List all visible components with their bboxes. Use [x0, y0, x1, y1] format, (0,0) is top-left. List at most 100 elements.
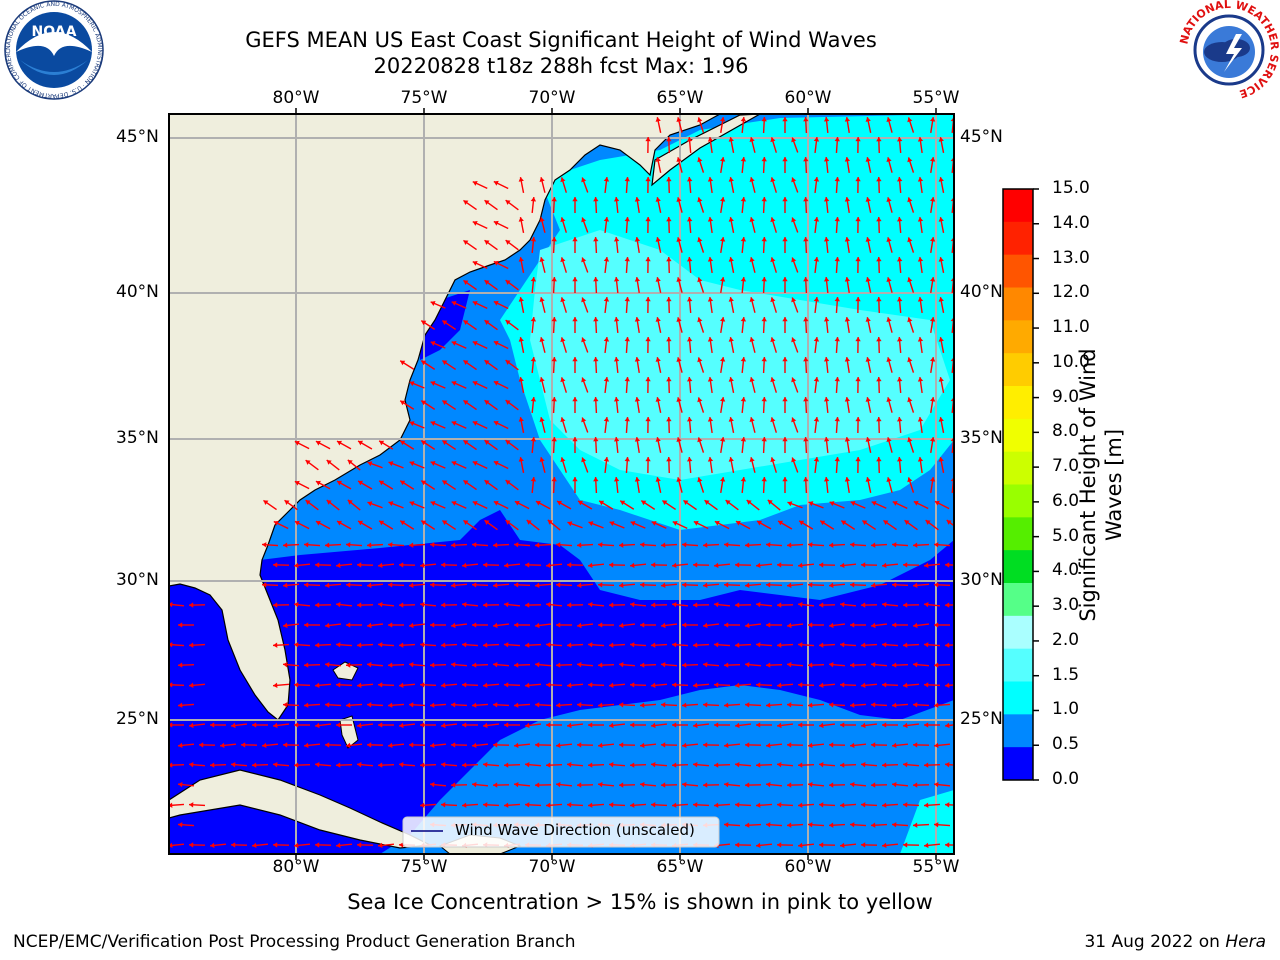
- wave-arrow-head: [609, 521, 615, 527]
- wave-arrow-head: [882, 682, 887, 688]
- wave-arrow-head: [865, 477, 871, 482]
- wave-arrow-head: [917, 217, 924, 222]
- wave-arrow-head: [829, 822, 834, 828]
- wave-arrow-head: [945, 602, 950, 608]
- wave-arrow-head: [645, 137, 651, 142]
- wave-arrow-head: [770, 177, 776, 183]
- wave-arrow-head: [897, 377, 903, 382]
- wave-arrow-head: [756, 682, 761, 688]
- wave-arrow-head: [388, 622, 393, 628]
- wave-arrow-head: [399, 842, 404, 848]
- wave-arrow-head: [798, 682, 803, 688]
- wave-arrow-head: [913, 500, 919, 506]
- wave-arrow-head: [504, 762, 509, 768]
- wave-arrow-head: [749, 137, 755, 142]
- wave-arrow-head: [472, 220, 478, 226]
- wave-arrow-head: [346, 702, 351, 708]
- wave-arrow-head: [577, 622, 582, 629]
- wave-arrow-head: [283, 742, 288, 748]
- wave-arrow-head: [693, 682, 698, 688]
- wave-arrow-head: [357, 762, 362, 768]
- wave-arrow-head: [409, 421, 415, 427]
- wave-arrow-head: [913, 742, 918, 748]
- wave-arrow-head: [178, 781, 183, 788]
- wave-arrow-head: [640, 622, 645, 628]
- wave-arrow-head: [630, 762, 635, 768]
- wave-arrow-head: [917, 457, 924, 462]
- wave-arrow-head: [273, 642, 278, 648]
- wave-arrow-head: [358, 440, 364, 446]
- wave-arrow-head: [640, 542, 645, 548]
- colorbar-swatch: [1003, 648, 1033, 682]
- wave-arrow-head: [430, 622, 435, 628]
- wave-arrow-head: [897, 137, 903, 142]
- wave-arrow-head: [619, 622, 624, 629]
- wave-arrow-head: [724, 702, 729, 708]
- wave-arrow-head: [599, 500, 605, 506]
- wave-arrow-head: [946, 520, 952, 525]
- wave-arrow-head: [514, 702, 519, 708]
- wave-arrow-head: [756, 642, 761, 648]
- wave-arrow-head: [791, 137, 797, 143]
- wave-arrow-head: [189, 602, 194, 608]
- wave-arrow-head: [749, 457, 755, 462]
- wave-arrow-head: [808, 781, 813, 788]
- wave-arrow-head: [483, 722, 488, 729]
- wave-arrow-head: [871, 822, 876, 828]
- wave-arrow-head: [861, 802, 866, 808]
- wave-arrow-head: [855, 457, 861, 462]
- wave-arrow-head: [451, 742, 456, 748]
- wave-arrow-head: [651, 682, 656, 688]
- wave-arrow-head: [945, 682, 950, 688]
- wave-arrow-head: [959, 377, 964, 382]
- wave-arrow-head: [714, 601, 719, 608]
- wave-arrow-head: [581, 337, 587, 343]
- wave-arrow-head: [484, 400, 490, 405]
- wave-arrow-head: [283, 622, 288, 629]
- wave-arrow-head: [634, 477, 641, 482]
- wave-arrow-head: [505, 400, 511, 405]
- wave-arrow-head: [819, 682, 824, 688]
- lat-label-right: 25°N: [960, 709, 1003, 729]
- wave-arrow-head: [420, 802, 425, 808]
- wave-arrow-head: [546, 762, 551, 768]
- wave-arrow-head: [294, 601, 299, 608]
- lon-label-top: 55°W: [912, 88, 960, 108]
- wave-arrow-head: [337, 480, 342, 486]
- wave-arrow-head: [823, 477, 830, 482]
- wave-arrow-head: [697, 477, 703, 483]
- wave-arrow-head: [886, 477, 892, 483]
- chart-title-line1: GEFS MEAN US East Coast Significant Heig…: [245, 28, 877, 52]
- wave-arrow-head: [735, 520, 741, 526]
- wave-arrow-head: [463, 480, 469, 486]
- wave-arrow-head: [525, 722, 530, 729]
- colorbar-tick-label: 3.0: [1052, 595, 1080, 616]
- wave-arrow-head: [567, 722, 572, 729]
- wave-arrow-head: [728, 377, 734, 382]
- wave-arrow-head: [619, 782, 624, 788]
- wave-arrow-head: [304, 742, 309, 749]
- wave-arrow-head: [840, 682, 845, 688]
- ocean-00-05: [169, 510, 954, 854]
- wave-arrow-head: [876, 457, 882, 462]
- wave-arrow-head: [379, 480, 385, 486]
- lat-label-right: 45°N: [960, 127, 1003, 147]
- wave-arrow-head: [829, 782, 834, 788]
- wave-arrow-head: [539, 417, 545, 422]
- wave-arrow-head: [493, 340, 499, 346]
- wave-arrow-head: [924, 642, 929, 648]
- wave-arrow-head: [577, 742, 582, 748]
- wave-arrow-head: [505, 200, 511, 205]
- wave-arrow-head: [728, 257, 734, 262]
- wave-arrow-head: [791, 177, 797, 183]
- wave-arrow-head: [661, 542, 666, 548]
- wave-arrow-head: [892, 781, 897, 788]
- wave-arrow-head: [294, 682, 299, 688]
- wave-arrow-head: [421, 360, 427, 366]
- wave-arrow-head: [865, 357, 871, 362]
- wave-arrow-head: [782, 357, 788, 362]
- wave-arrow-head: [535, 622, 540, 629]
- wave-arrow-head: [603, 217, 610, 222]
- wave-arrow-head: [749, 377, 755, 382]
- wave-arrow-head: [493, 300, 499, 306]
